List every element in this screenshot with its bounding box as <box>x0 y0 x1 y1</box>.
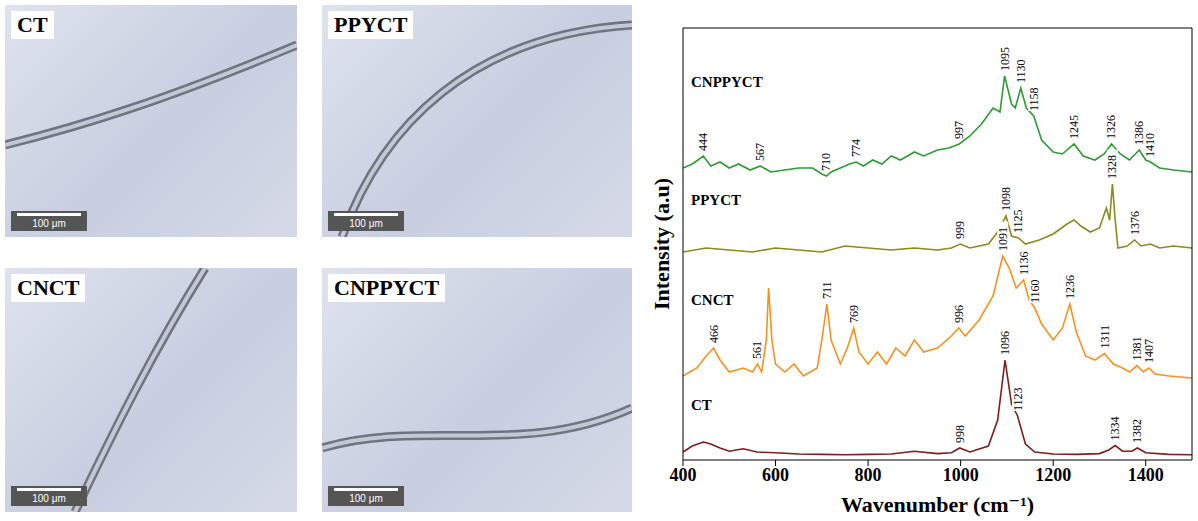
svg-text:1200: 1200 <box>1035 465 1071 485</box>
svg-text:1334: 1334 <box>1108 417 1122 441</box>
html-text:100 μm: 100 μm <box>32 493 66 504</box>
svg-text:1158: 1158 <box>1027 87 1041 111</box>
svg-text:1096: 1096 <box>998 331 1012 355</box>
svg-text:1160: 1160 <box>1028 279 1042 303</box>
svg-text:561: 561 <box>750 341 764 359</box>
svg-text:1125: 1125 <box>1011 209 1025 233</box>
svg-text:1311: 1311 <box>1098 325 1112 349</box>
svg-text:999: 999 <box>953 221 967 239</box>
svg-text:444: 444 <box>696 133 710 151</box>
svg-text:567: 567 <box>753 143 767 161</box>
html-text:CNCT: CNCT <box>17 275 80 300</box>
svg-text:1382: 1382 <box>1130 419 1144 443</box>
svg-text:1381: 1381 <box>1129 336 1144 361</box>
svg-text:CNPPYCT: CNPPYCT <box>691 74 763 90</box>
svg-text:998: 998 <box>953 425 967 443</box>
svg-text:466: 466 <box>707 325 721 343</box>
svg-text:774: 774 <box>849 139 863 157</box>
svg-text:800: 800 <box>855 465 882 485</box>
html-text:PPYCT: PPYCT <box>334 12 408 37</box>
svg-text:1410: 1410 <box>1143 133 1157 157</box>
svg-text:1407: 1407 <box>1142 339 1156 363</box>
svg-text:400: 400 <box>670 465 697 485</box>
svg-text:710: 710 <box>819 153 833 171</box>
svg-text:711: 711 <box>820 281 834 299</box>
svg-text:1386: 1386 <box>1132 121 1147 145</box>
html-text:100 μm: 100 μm <box>32 218 66 229</box>
svg-text:996: 996 <box>952 305 966 323</box>
svg-text:1326: 1326 <box>1104 115 1118 139</box>
svg-text:CNCT: CNCT <box>691 292 734 308</box>
html-text:100 μm: 100 μm <box>349 218 383 229</box>
svg-text:600: 600 <box>762 465 789 485</box>
html-text:CT: CT <box>17 12 48 37</box>
svg-text:PPYCT: PPYCT <box>691 192 741 208</box>
svg-text:1376: 1376 <box>1128 211 1142 235</box>
svg-text:997: 997 <box>952 121 966 139</box>
svg-text:1095: 1095 <box>998 47 1012 71</box>
svg-text:1000: 1000 <box>943 465 979 485</box>
svg-text:Wavenumber (cm⁻¹): Wavenumber (cm⁻¹) <box>841 492 1034 517</box>
svg-text:769: 769 <box>847 305 861 323</box>
svg-text:1136: 1136 <box>1017 251 1031 275</box>
svg-text:1400: 1400 <box>1128 465 1164 485</box>
svg-text:CT: CT <box>691 397 712 413</box>
svg-text:Intensity (a.u): Intensity (a.u) <box>649 178 674 310</box>
svg-text:1130: 1130 <box>1014 59 1028 83</box>
html-text:CNPPYCT: CNPPYCT <box>334 275 440 300</box>
html-text:100 μm: 100 μm <box>349 493 383 504</box>
svg-text:1328: 1328 <box>1105 155 1119 179</box>
svg-text:1236: 1236 <box>1063 275 1077 299</box>
svg-text:1098: 1098 <box>999 187 1013 211</box>
svg-text:1245: 1245 <box>1067 115 1081 139</box>
svg-text:1091: 1091 <box>996 227 1010 251</box>
svg-text:1123: 1123 <box>1011 387 1025 411</box>
